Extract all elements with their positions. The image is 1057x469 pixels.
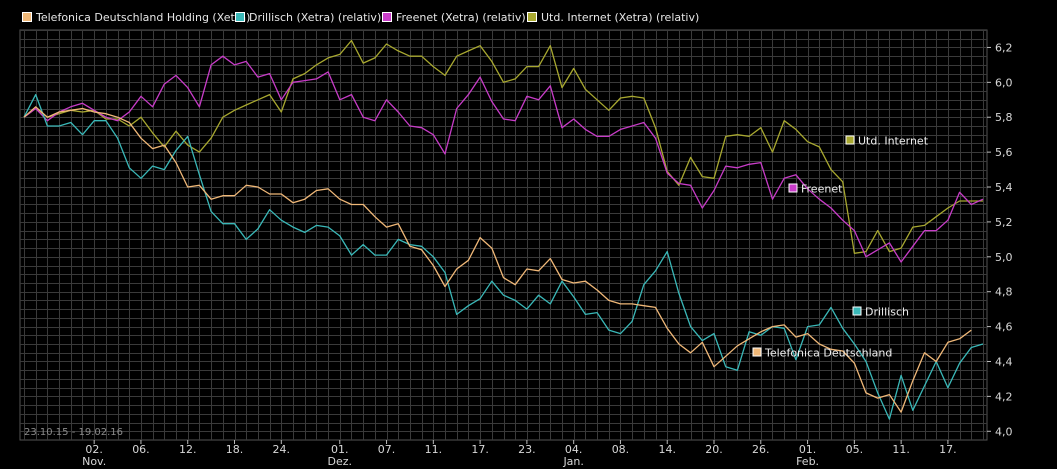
y-tick-label: 5,8 <box>995 111 1013 124</box>
x-tick-label: 20. <box>705 443 723 456</box>
legend-label-drillisch: Drillisch (Xetra) (relativ) <box>249 11 382 24</box>
y-tick-label: 5,0 <box>995 251 1013 264</box>
y-tick-label: 6,2 <box>995 41 1013 54</box>
legend-swatch-drillisch <box>235 12 245 22</box>
x-tick-label: 17. <box>471 443 489 456</box>
y-tick-label: 4,8 <box>995 286 1013 299</box>
x-tick-label: 12. <box>179 443 197 456</box>
end-label-utd-internet-marker <box>845 135 855 145</box>
x-tick-label: 01. <box>331 443 349 456</box>
end-label-telefonica-marker <box>752 347 762 357</box>
date-range-label: 23.10.15 - 19.02.16 <box>24 427 123 438</box>
x-tick-label: 04. <box>565 443 583 456</box>
legend-swatch-freenet <box>382 12 392 22</box>
x-tick-label: 18. <box>226 443 244 456</box>
series-freenet-line <box>23 55 984 263</box>
x-tick-label: 11. <box>892 443 910 456</box>
y-tick-label: 4,4 <box>995 355 1013 368</box>
x-tick-label: 17. <box>939 443 957 456</box>
x-tick-month-label: Jan. <box>562 455 583 468</box>
legend-item-drillisch[interactable]: Drillisch (Xetra) (relativ) <box>235 11 381 24</box>
end-label-freenet: Freenet <box>801 183 843 196</box>
x-tick-label: 11. <box>425 443 443 456</box>
x-tick-label: 07. <box>378 443 396 456</box>
end-label-drillisch: Drillisch <box>865 306 909 319</box>
legend-swatch-utd-internet <box>527 12 537 22</box>
legend-item-utd-internet[interactable]: Utd. Internet (Xetra) (relativ) <box>527 11 699 24</box>
legend-item-telefonica[interactable]: Telefonica Deutschland Holding (Xetra) <box>22 11 250 24</box>
y-tick-label: 5,4 <box>995 181 1013 194</box>
series-drillisch-line <box>23 93 984 420</box>
x-tick-label: 26. <box>752 443 770 456</box>
end-label-freenet-marker <box>788 183 798 193</box>
x-tick-label: 06. <box>132 443 150 456</box>
x-tick-label: 23. <box>518 443 536 456</box>
y-tick-label: 6,0 <box>995 76 1013 89</box>
y-tick-label: 5,6 <box>995 146 1013 159</box>
end-label-drillisch-marker <box>852 306 862 316</box>
x-tick-label: 14. <box>658 443 676 456</box>
x-tick-label: 24. <box>273 443 291 456</box>
x-tick-month-label: Feb. <box>796 455 819 468</box>
legend-item-freenet[interactable]: Freenet (Xetra) (relativ) <box>382 11 526 24</box>
legend-swatch-telefonica <box>22 12 32 22</box>
legend-label-utd-internet: Utd. Internet (Xetra) (relativ) <box>541 11 700 24</box>
series-telefonica-line <box>23 106 972 413</box>
x-tick-label: 08. <box>612 443 630 456</box>
x-tick-label: 01. <box>799 443 817 456</box>
end-label-telefonica: Telefonica Deutschland <box>764 347 892 360</box>
x-tick-label: 05. <box>846 443 864 456</box>
y-tick-label: 4,2 <box>995 390 1013 403</box>
series-utd-internet-line <box>23 39 983 254</box>
x-tick-month-label: Dez. <box>328 455 353 468</box>
y-tick-label: 4,0 <box>995 425 1013 438</box>
x-tick-month-label: Nov. <box>82 455 106 468</box>
legend-label-freenet: Freenet (Xetra) (relativ) <box>396 11 526 24</box>
legend-label-telefonica: Telefonica Deutschland Holding (Xetra) <box>36 11 251 24</box>
end-label-utd-internet: Utd. Internet <box>858 135 929 148</box>
y-tick-label: 5,2 <box>995 216 1013 229</box>
y-tick-label: 4,6 <box>995 321 1013 334</box>
legend: Telefonica Deutschland Holding (Xetra) D… <box>0 0 1057 30</box>
x-tick-label: 02. <box>85 443 103 456</box>
